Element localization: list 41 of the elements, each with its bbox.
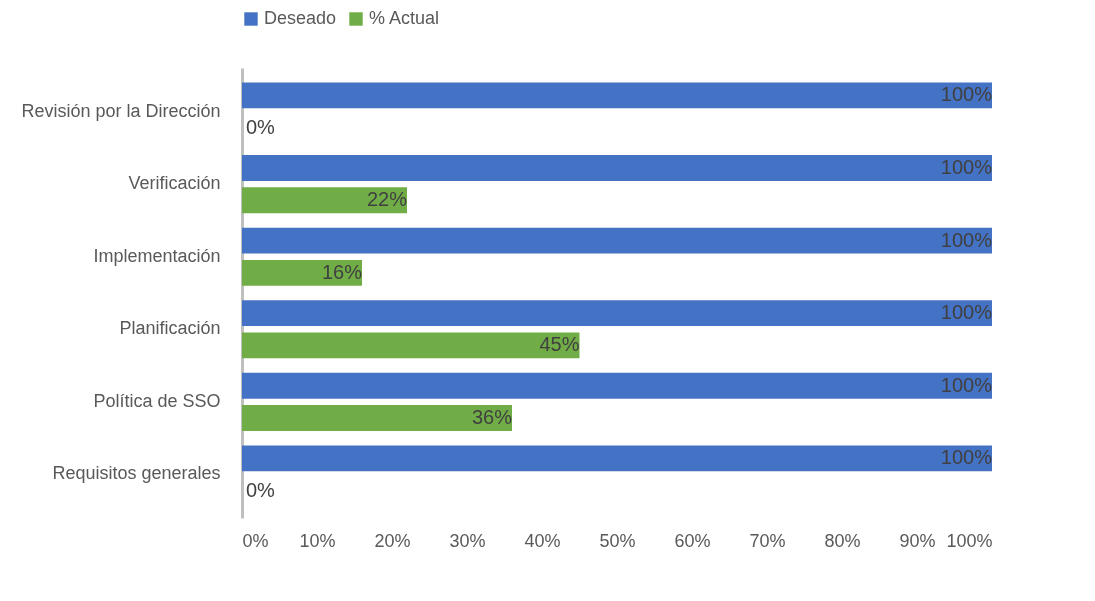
x-tick-label: 60% [674, 530, 711, 551]
y-tick-label: Requisitos generales [52, 463, 221, 484]
data-label: 36% [471, 406, 513, 428]
legend-label: % Actual [369, 8, 440, 28]
legend-label: Deseado [264, 8, 337, 28]
data-label: 0% [246, 478, 276, 501]
bar [242, 445, 992, 472]
data-label: 0% [246, 115, 276, 138]
bar [242, 227, 992, 254]
data-label: 100% [940, 156, 993, 178]
y-tick-label: Política de SSO [93, 390, 221, 411]
bar [242, 405, 512, 431]
data-label: 100% [940, 446, 993, 469]
x-tick-label: 100% [946, 530, 993, 551]
x-tick-label: 90% [899, 530, 936, 551]
data-label: 22% [366, 188, 408, 211]
y-tick-label: Implementación [93, 245, 221, 266]
data-label: 16% [321, 260, 363, 283]
data-label: 100% [940, 228, 993, 251]
bar [242, 259, 362, 286]
x-tick-label: 70% [749, 530, 786, 551]
x-tick-label: 0% [242, 530, 269, 551]
bar [242, 187, 407, 214]
x-tick-label: 20% [374, 530, 411, 551]
y-tick-label: Revisión por la Dirección [21, 100, 221, 121]
x-tick-label: 50% [599, 530, 636, 551]
data-label: 100% [940, 83, 993, 106]
data-label: 100% [940, 373, 993, 396]
y-tick-label: Verificación [128, 173, 221, 194]
data-label: 45% [539, 333, 580, 356]
x-tick-label: 10% [299, 530, 336, 551]
bar [242, 372, 992, 399]
x-tick-label: 40% [524, 530, 561, 551]
data-label: 100% [940, 301, 993, 324]
bar [242, 300, 992, 327]
bar [242, 82, 992, 109]
x-tick-label: 80% [824, 530, 861, 551]
x-tick-label: 30% [449, 530, 486, 551]
y-tick-label: Planificación [119, 318, 221, 339]
bar [242, 155, 992, 181]
bar [242, 332, 580, 359]
